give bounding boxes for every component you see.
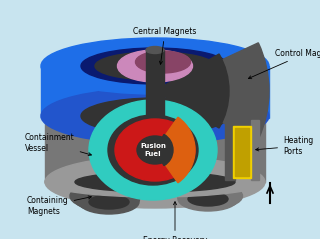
Text: Central Magnets: Central Magnets <box>133 27 197 64</box>
Ellipse shape <box>146 47 164 54</box>
FancyBboxPatch shape <box>251 120 259 180</box>
FancyBboxPatch shape <box>225 120 235 180</box>
FancyBboxPatch shape <box>41 66 269 118</box>
Ellipse shape <box>89 195 129 209</box>
Text: Containment
Vessel: Containment Vessel <box>25 133 92 156</box>
FancyBboxPatch shape <box>45 110 265 182</box>
Ellipse shape <box>75 172 235 192</box>
Ellipse shape <box>188 192 228 206</box>
Ellipse shape <box>95 52 215 80</box>
Ellipse shape <box>70 182 140 210</box>
Ellipse shape <box>135 51 190 73</box>
Text: Containing
Magnets: Containing Magnets <box>27 196 92 216</box>
Ellipse shape <box>178 183 243 209</box>
Ellipse shape <box>75 91 235 129</box>
Ellipse shape <box>137 136 173 164</box>
Ellipse shape <box>81 98 229 134</box>
Wedge shape <box>155 134 173 166</box>
FancyBboxPatch shape <box>233 126 251 178</box>
Ellipse shape <box>75 186 140 212</box>
Wedge shape <box>155 117 195 183</box>
Ellipse shape <box>41 38 269 94</box>
Text: Control Magnets: Control Magnets <box>248 49 320 79</box>
Ellipse shape <box>81 48 229 84</box>
Ellipse shape <box>80 187 130 205</box>
Text: Heating
Ports: Heating Ports <box>256 136 313 156</box>
Ellipse shape <box>45 167 265 197</box>
Ellipse shape <box>45 156 265 208</box>
Ellipse shape <box>188 188 233 204</box>
Ellipse shape <box>41 88 269 144</box>
Wedge shape <box>155 43 269 139</box>
Ellipse shape <box>108 115 198 185</box>
FancyBboxPatch shape <box>235 128 249 176</box>
Ellipse shape <box>117 50 193 82</box>
Ellipse shape <box>89 100 217 200</box>
FancyBboxPatch shape <box>146 50 164 180</box>
Ellipse shape <box>45 84 265 136</box>
Ellipse shape <box>115 119 195 181</box>
Ellipse shape <box>79 190 139 214</box>
Ellipse shape <box>84 191 130 207</box>
Wedge shape <box>155 54 229 128</box>
Text: Fusion
Fuel: Fusion Fuel <box>140 143 166 157</box>
Ellipse shape <box>178 187 238 211</box>
Text: Energy Recovery
Modules: Energy Recovery Modules <box>143 202 207 239</box>
